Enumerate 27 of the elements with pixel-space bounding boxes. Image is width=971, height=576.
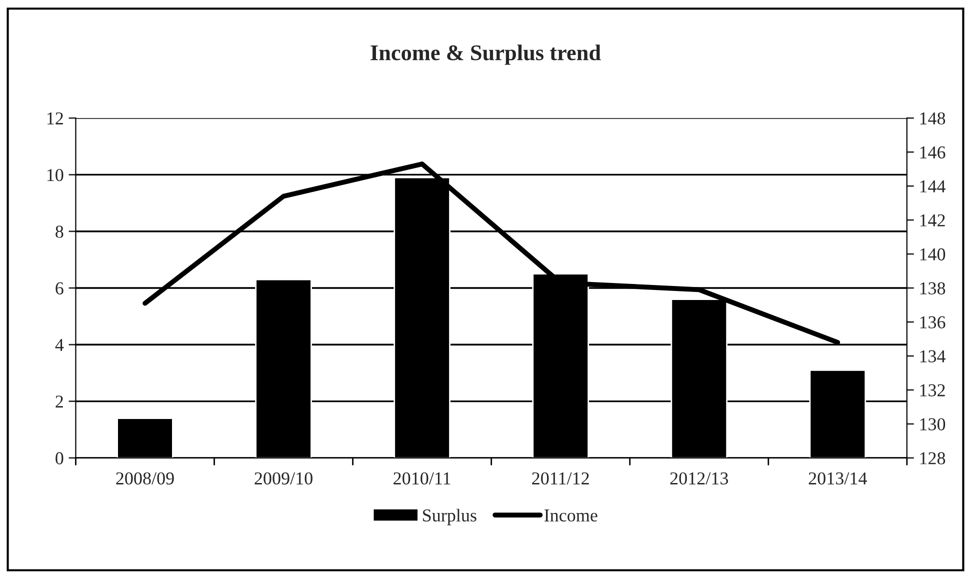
y2-tick-label: 138 xyxy=(920,282,946,294)
legend-label: Income xyxy=(544,510,598,522)
x-tick-label: 2012/13 xyxy=(670,472,728,485)
chart-title: Income & Surplus trend xyxy=(370,44,601,65)
y2-tick-label: 140 xyxy=(920,248,946,260)
y-tick-label: 0 xyxy=(56,452,64,464)
x-tick-label: 2011/12 xyxy=(532,472,589,485)
y-tick-label: 4 xyxy=(55,339,64,351)
y-tick-label: 10 xyxy=(47,168,64,182)
y-tick-label: 2 xyxy=(56,396,63,408)
x-tick-label: 2008/09 xyxy=(116,472,174,485)
y2-tick-label: 128 xyxy=(920,452,946,464)
legend-label: Surplus xyxy=(423,508,476,526)
y2-tick-label: 144 xyxy=(920,180,946,192)
y2-tick-label: 136 xyxy=(920,316,946,328)
y2-tick-label: 130 xyxy=(920,418,946,430)
y2-tick-label: 148 xyxy=(920,112,946,125)
x-tick-label: 2013/14 xyxy=(808,472,867,485)
x-tick-label: 2010/11 xyxy=(394,472,450,485)
y-tick-label: 6 xyxy=(56,282,64,294)
y-tick-label: 8 xyxy=(56,226,64,238)
y2-tick-label: 146 xyxy=(920,146,946,159)
y2-tick-label: 132 xyxy=(920,384,945,396)
y2-tick-label: 134 xyxy=(920,350,946,362)
y-tick-label: 12 xyxy=(47,112,63,124)
y2-tick-label: 142 xyxy=(920,214,945,226)
x-tick-label: 2009/10 xyxy=(254,472,312,485)
